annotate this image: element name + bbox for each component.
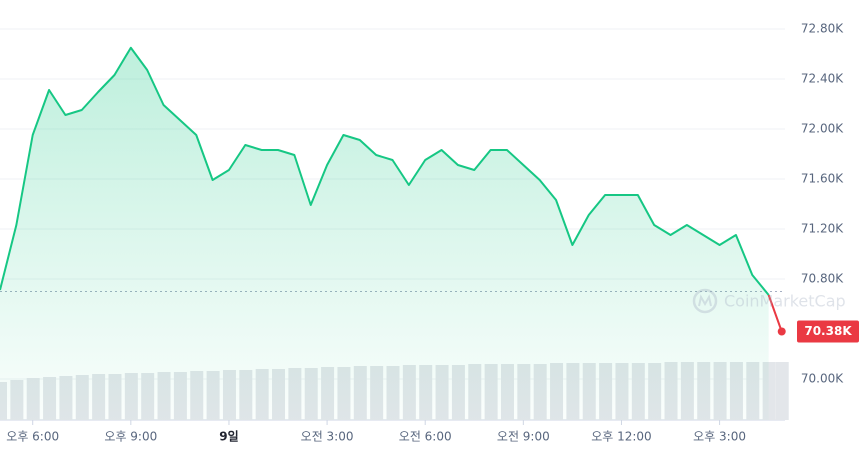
y-tick-label: 72.40K bbox=[801, 72, 844, 86]
watermark-text: CoinMarketCap bbox=[724, 292, 846, 311]
price-line-last bbox=[767, 294, 783, 332]
y-tick-label: 71.20K bbox=[801, 222, 844, 236]
price-line bbox=[0, 46, 770, 296]
price-label: 70.38K bbox=[804, 324, 852, 338]
x-tick-label: 오후 3:00 bbox=[693, 430, 746, 444]
last-point bbox=[777, 327, 786, 336]
x-tick-label: 오후 9:00 bbox=[104, 430, 157, 444]
x-tick-label: 오후 6:00 bbox=[6, 430, 59, 444]
x-tick-label: 오전 6:00 bbox=[399, 430, 452, 444]
y-tick-label: 72.00K bbox=[801, 122, 844, 136]
x-tick-label: 9일 bbox=[219, 430, 238, 444]
price-area bbox=[0, 47, 769, 420]
price-label-box bbox=[797, 320, 859, 343]
x-tick-label: 오전 3:00 bbox=[301, 430, 354, 444]
x-tick-label: 오후 12:00 bbox=[591, 430, 651, 444]
y-tick-label: 70.00K bbox=[801, 372, 844, 386]
volume-bar bbox=[775, 362, 789, 420]
y-tick-label: 71.60K bbox=[801, 172, 844, 186]
watermark: CoinMarketCap bbox=[692, 288, 846, 314]
y-tick-label: 72.80K bbox=[801, 22, 844, 36]
x-tick-label: 오전 9:00 bbox=[497, 430, 550, 444]
y-tick-label: 70.80K bbox=[801, 272, 844, 286]
